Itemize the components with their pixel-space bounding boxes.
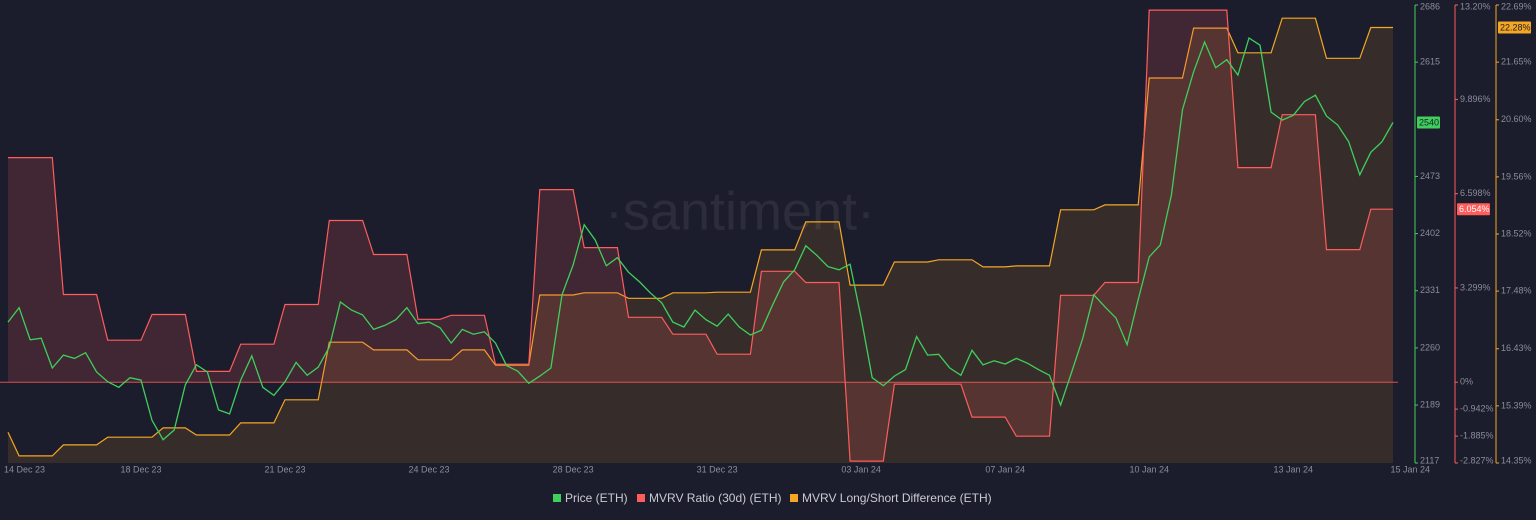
x-tick-label: 14 Dec 23 <box>4 464 45 474</box>
y-tick-label: -1.885% <box>1460 430 1494 440</box>
y-tick-label: 20.60% <box>1501 114 1532 124</box>
x-tick-label: 15 Jan 24 <box>1390 464 1430 474</box>
current-value-label: 6.054% <box>1459 204 1490 214</box>
current-value-label: 22.28% <box>1500 22 1531 32</box>
y-tick-label: 14.35% <box>1501 455 1532 465</box>
legend-label: MVRV Long/Short Difference (ETH) <box>802 491 992 505</box>
x-tick-label: 21 Dec 23 <box>264 464 305 474</box>
x-tick-label: 07 Jan 24 <box>985 464 1025 474</box>
current-value-label: 2540 <box>1419 117 1439 127</box>
x-tick-label: 24 Dec 23 <box>409 464 450 474</box>
y-tick-label: 21.65% <box>1501 56 1532 66</box>
y-tick-label: 2473 <box>1420 171 1440 181</box>
y-tick-label: 6.598% <box>1460 188 1491 198</box>
current-value-badge <box>1457 203 1490 216</box>
x-tick-label: 18 Dec 23 <box>120 464 161 474</box>
legend-label: MVRV Ratio (30d) (ETH) <box>649 491 781 505</box>
series-line <box>8 9 1393 462</box>
y-tick-label: 2117 <box>1420 455 1439 465</box>
y-tick-label: 2686 <box>1420 1 1440 11</box>
legend: Price (ETH) MVRV Ratio (30d) (ETH) MVRV Lo… <box>553 491 992 505</box>
series-line <box>7 36 1394 441</box>
y-tick-label: 0% <box>1460 377 1473 387</box>
y-tick-label: 19.56% <box>1501 171 1532 181</box>
legend-swatch <box>790 494 798 502</box>
current-value-badge <box>1498 21 1531 34</box>
series-area <box>8 18 1393 463</box>
y-tick-label: -2.827% <box>1460 455 1494 465</box>
y-tick-label: 2260 <box>1420 342 1440 352</box>
x-tick-label: 10 Jan 24 <box>1129 464 1169 474</box>
x-tick-label: 03 Jan 24 <box>841 464 881 474</box>
y-tick-label: 22.69% <box>1501 1 1532 11</box>
y-tick-label: 13.20% <box>1460 1 1491 11</box>
current-value-badge <box>1417 116 1440 129</box>
y-tick-label: 2615 <box>1420 57 1440 67</box>
legend-swatch <box>553 494 561 502</box>
y-tick-label: 2189 <box>1420 399 1440 409</box>
y-tick-label: 17.48% <box>1501 285 1532 295</box>
y-tick-label: 15.39% <box>1501 400 1532 410</box>
y-tick-label: 2331 <box>1420 285 1440 295</box>
y-tick-label: 16.43% <box>1501 343 1532 353</box>
watermark: ·santiment· <box>605 181 875 241</box>
legend-label: Price (ETH) <box>565 491 628 505</box>
series-area <box>8 10 1393 462</box>
y-tick-label: 2402 <box>1420 228 1440 238</box>
y-tick-label: 9.896% <box>1460 94 1491 104</box>
x-tick-label: 13 Jan 24 <box>1274 464 1314 474</box>
x-tick-label: 28 Dec 23 <box>553 464 594 474</box>
y-tick-label: -0.942% <box>1460 404 1494 414</box>
x-tick-label: 31 Dec 23 <box>697 464 738 474</box>
y-tick-label: 18.52% <box>1501 228 1532 238</box>
y-tick-label: 3.299% <box>1460 282 1491 292</box>
legend-swatch <box>637 494 645 502</box>
series-line <box>7 17 1393 457</box>
